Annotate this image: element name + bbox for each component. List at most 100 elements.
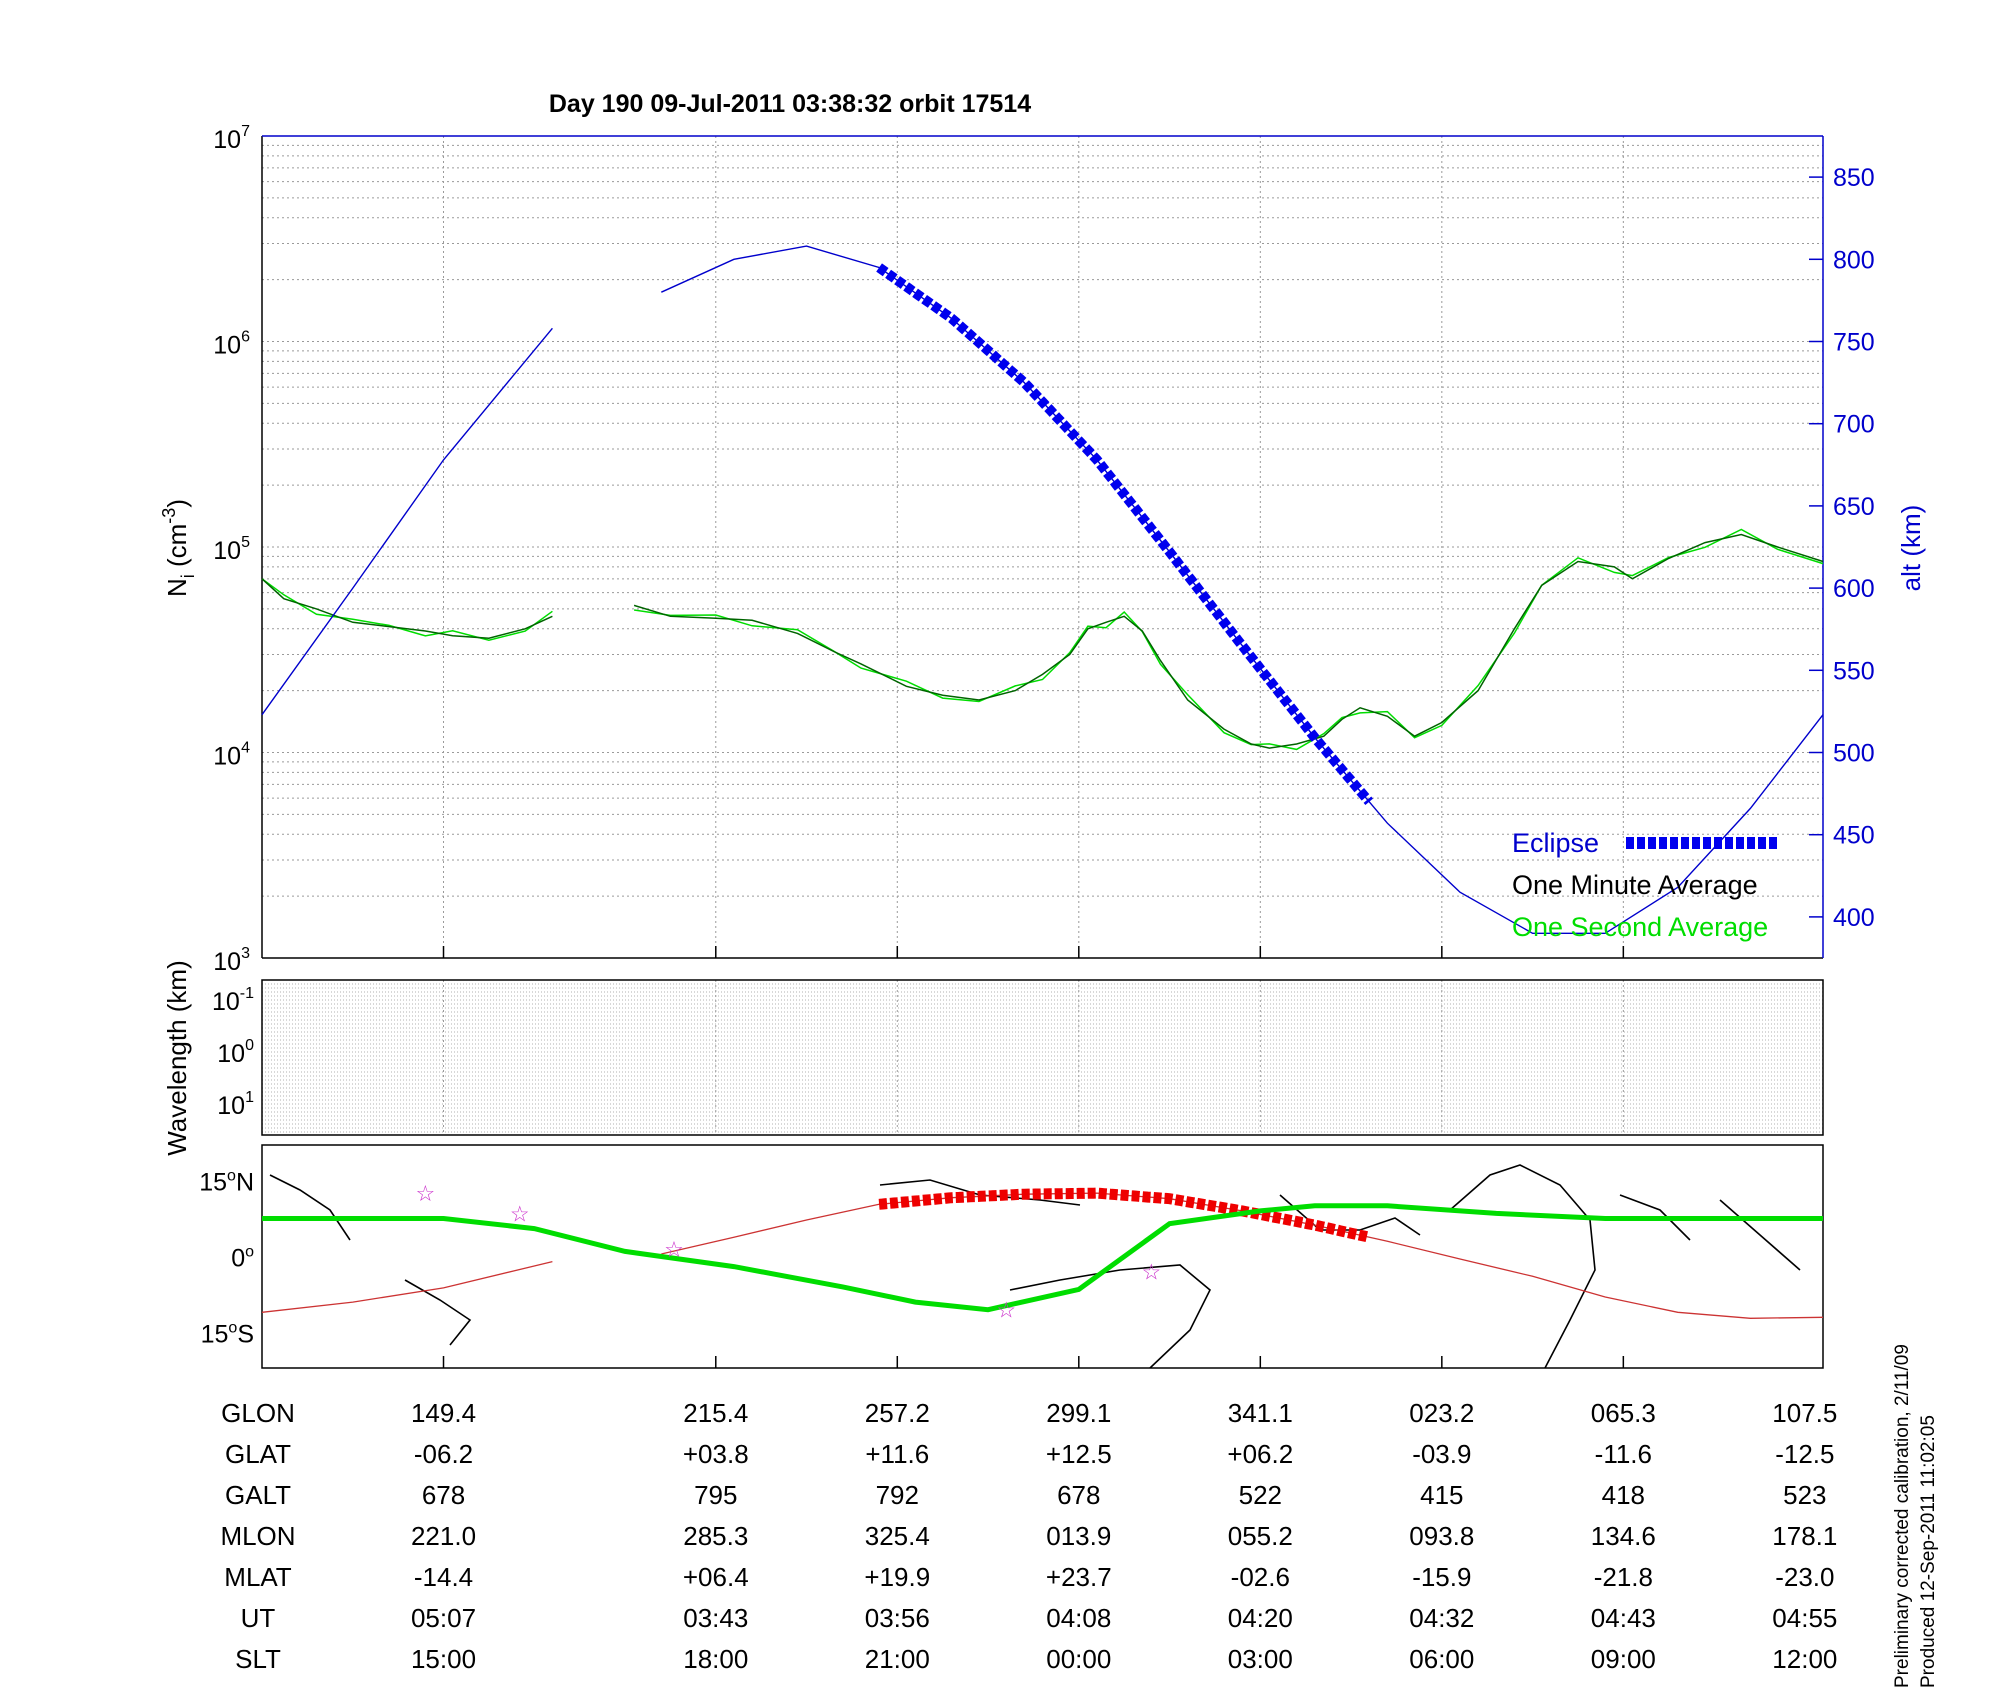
- y2-tick-label: 600: [1833, 575, 1875, 603]
- chart-title: Day 190 09-Jul-2011 03:38:32 orbit 17514: [549, 90, 1031, 118]
- table-cell: 023.2: [1409, 1398, 1474, 1428]
- y2-tick-label: 750: [1833, 329, 1875, 357]
- produced-note: Produced 12-Sep-2011 11:02:05: [1918, 1415, 1939, 1688]
- coastline: [1719, 1199, 1801, 1271]
- table-cell: +19.9: [864, 1562, 930, 1592]
- table-cell: -11.6: [1595, 1439, 1652, 1469]
- table-cell: 00:00: [1046, 1644, 1111, 1674]
- table-cell: 341.1: [1228, 1398, 1293, 1428]
- legend-entry: Eclipse: [1512, 828, 1599, 858]
- table-cell: 149.4: [411, 1398, 476, 1428]
- y2-tick-label: 400: [1833, 904, 1875, 932]
- y2-tick-label: 800: [1833, 246, 1875, 274]
- y-tick-label: 15oS: [201, 1320, 254, 1349]
- table-cell: 04:20: [1228, 1603, 1293, 1633]
- table-cell: +11.6: [865, 1439, 929, 1469]
- table-cell: 03:43: [683, 1603, 748, 1633]
- table-row-label: UT: [241, 1603, 276, 1633]
- table-cell: 678: [1057, 1480, 1100, 1510]
- ephemeris-table: GLON GLAT GALT MLON MLAT UT SLT 149.4 -06.2 678 22…: [220, 1398, 1837, 1674]
- table-cell: 18:00: [683, 1644, 748, 1674]
- series-one-minute: [261, 533, 1824, 749]
- y2-axis-label: alt (km): [1896, 505, 1926, 592]
- table-cell: 795: [694, 1480, 737, 1510]
- table-cell: -21.8: [1594, 1562, 1653, 1592]
- table-cell: 21:00: [865, 1644, 930, 1674]
- star-marker: ☆: [510, 1202, 530, 1227]
- table-cell: 04:55: [1772, 1603, 1837, 1633]
- coastline: [1009, 1264, 1211, 1369]
- table-cell: +06.4: [683, 1562, 749, 1592]
- table-cell: 03:56: [865, 1603, 930, 1633]
- legend-entry: One Minute Average: [1512, 870, 1758, 900]
- table-cell: 065.3: [1591, 1398, 1656, 1428]
- coastline: [1619, 1194, 1691, 1241]
- table-cell: 06:00: [1409, 1644, 1474, 1674]
- density-panel: 103 104 105 106 107 400 450 500 550 600 650 700 750 8…: [159, 123, 1926, 976]
- table-cell: 05:07: [411, 1603, 476, 1633]
- table-cell: 107.5: [1772, 1398, 1837, 1428]
- table-cell: +12.5: [1046, 1439, 1112, 1469]
- table-cell: +23.7: [1046, 1562, 1112, 1592]
- star-marker: ☆: [996, 1299, 1016, 1324]
- table-cell: -02.6: [1231, 1562, 1290, 1592]
- table-cell: -06.2: [414, 1439, 473, 1469]
- y-tick-label: 106: [213, 329, 250, 360]
- coastline: [404, 1279, 472, 1346]
- table-row-label: GALT: [225, 1480, 291, 1510]
- side-notes: Preliminary corrected calibration, 2/11/…: [1892, 1344, 1939, 1688]
- legend-entry: One Second Average: [1512, 912, 1768, 942]
- table-cell: -12.5: [1775, 1439, 1834, 1469]
- y-axis-label: Wavelength (km): [162, 960, 192, 1156]
- table-cell: -14.4: [414, 1562, 473, 1592]
- y2-tick-label: 450: [1833, 822, 1875, 850]
- table-cell: 093.8: [1409, 1521, 1474, 1551]
- y2-tick-label: 500: [1833, 740, 1875, 768]
- table-cell: 04:08: [1046, 1603, 1111, 1633]
- calibration-note: Preliminary corrected calibration, 2/11/…: [1892, 1344, 1913, 1688]
- coastline: [269, 1174, 351, 1241]
- eclipse-track: [878, 1187, 1371, 1243]
- y2-tick-label: 550: [1833, 657, 1875, 685]
- table-cell: 257.2: [865, 1398, 930, 1428]
- panel-frame: [261, 979, 1824, 1136]
- y2-tick-label: 650: [1833, 493, 1875, 521]
- series-altitude: [261, 245, 1824, 934]
- y-tick-label: 104: [213, 740, 250, 771]
- table-cell: 325.4: [865, 1521, 930, 1551]
- table-row-label: GLON: [221, 1398, 295, 1428]
- y2-tick-label: 700: [1833, 411, 1875, 439]
- star-marker: ☆: [664, 1238, 684, 1263]
- table-cell: 013.9: [1046, 1521, 1111, 1551]
- table-row-label: SLT: [235, 1644, 281, 1674]
- star-marker: ☆: [1142, 1261, 1162, 1286]
- table-cell: -15.9: [1412, 1562, 1471, 1592]
- table-cell: 03:00: [1228, 1644, 1293, 1674]
- table-cell: 678: [422, 1480, 465, 1510]
- table-cell: 09:00: [1591, 1644, 1656, 1674]
- table-cell: 285.3: [683, 1521, 748, 1551]
- table-cell: +06.2: [1227, 1439, 1293, 1469]
- table-cell: 04:32: [1409, 1603, 1474, 1633]
- magnetic-equator: [262, 1203, 1823, 1313]
- panel-frame: [261, 1144, 1824, 1369]
- table-cell: 178.1: [1772, 1521, 1837, 1551]
- y-tick-label: 100: [217, 1037, 254, 1068]
- table-cell: 134.6: [1591, 1521, 1656, 1551]
- table-cell: -23.0: [1775, 1562, 1834, 1592]
- table-cell: 418: [1602, 1480, 1645, 1510]
- table-cell: 055.2: [1228, 1521, 1293, 1551]
- y-tick-label: 103: [213, 945, 250, 976]
- table-cell: 215.4: [683, 1398, 748, 1428]
- table-cell: 221.0: [411, 1521, 476, 1551]
- y-tick-label: 0o: [231, 1244, 254, 1273]
- y-tick-label: 107: [213, 123, 250, 154]
- table-cell: 792: [876, 1480, 919, 1510]
- coastline: [1449, 1164, 1596, 1369]
- table-cell: 15:00: [411, 1644, 476, 1674]
- table-cell: -03.9: [1412, 1439, 1471, 1469]
- y-axis-label: Ni (cm-3): [159, 499, 198, 597]
- table-cell: 299.1: [1046, 1398, 1111, 1428]
- y2-tick-label: 850: [1833, 164, 1875, 192]
